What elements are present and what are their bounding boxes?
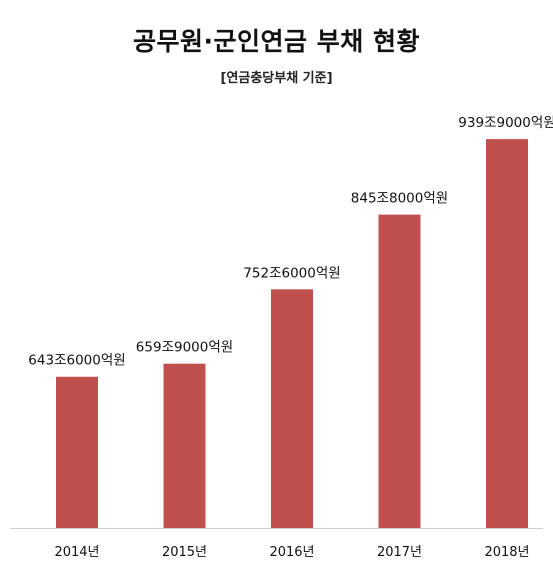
bar <box>163 363 206 528</box>
data-label: 939조9000억원 <box>458 115 553 131</box>
data-label: 659조9000억원 <box>136 340 233 356</box>
x-tick-label: 2015년 <box>162 545 207 560</box>
x-tick-label: 2018년 <box>484 545 529 560</box>
bar <box>378 214 421 529</box>
bar <box>56 376 98 528</box>
x-tick-label: 2016년 <box>269 545 314 560</box>
chart-subtitle: [연금충당부채 기준] <box>220 71 333 86</box>
data-label: 643조6000억원 <box>28 353 125 369</box>
bar <box>271 289 313 528</box>
chart-title: 공무원·군인연금 부채 현황 <box>133 27 420 56</box>
x-tick-label: 2014년 <box>54 545 99 560</box>
bar <box>486 139 528 528</box>
data-label: 752조6000억원 <box>243 265 340 281</box>
data-label: 845조8000억원 <box>351 191 448 207</box>
x-tick-label: 2017년 <box>377 545 422 560</box>
